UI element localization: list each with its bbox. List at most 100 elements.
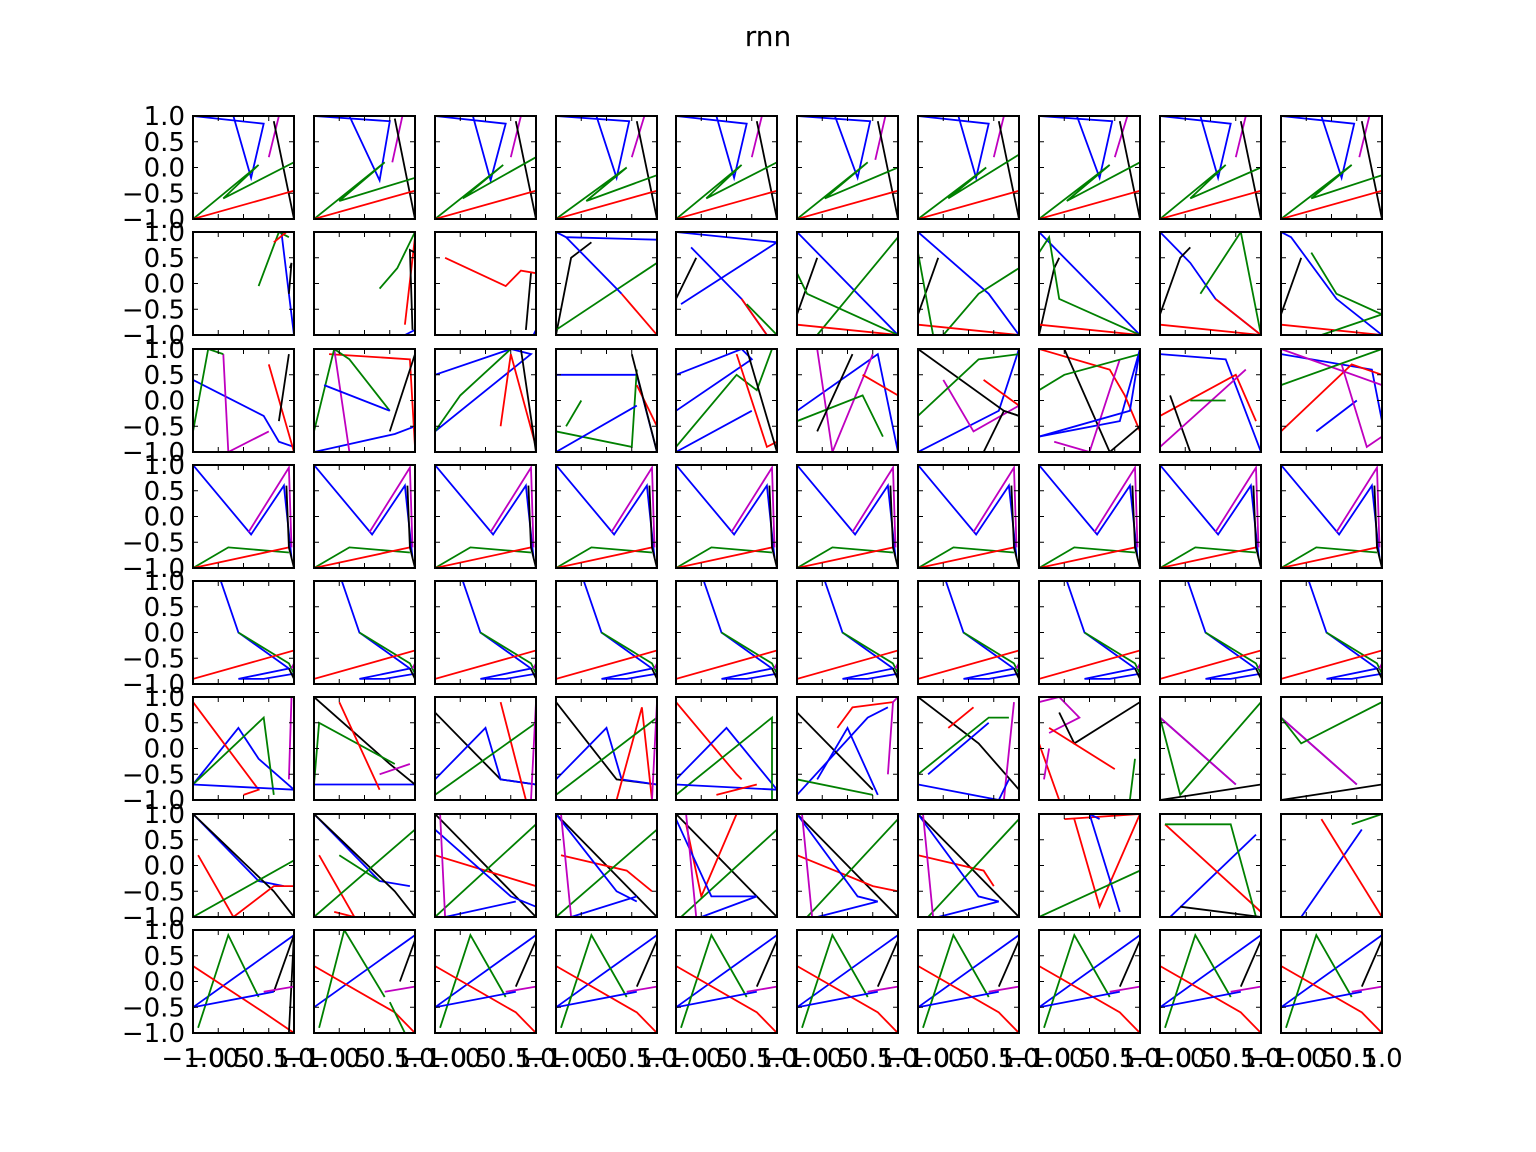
- series-line: [329, 353, 415, 447]
- series-line: [620, 293, 657, 335]
- series-line: [556, 465, 656, 558]
- x-tick-label: 0.5: [1336, 1044, 1377, 1074]
- subplot-r1-c9: [1159, 115, 1262, 220]
- series-line: [1160, 701, 1261, 797]
- x-tick-label: −0.5: [187, 1044, 250, 1074]
- subplot-frame: [313, 580, 416, 685]
- series-line: [1351, 814, 1382, 826]
- series-line: [556, 189, 657, 219]
- series-line: [314, 934, 415, 1009]
- series-line: [556, 116, 631, 182]
- y-tick-label: 0.5: [144, 361, 185, 391]
- series-line: [676, 715, 773, 800]
- series-line: [1064, 814, 1140, 910]
- subplot-frame: [1159, 580, 1262, 685]
- x-tick-label: 0.5: [248, 1044, 289, 1074]
- series-line: [489, 465, 535, 548]
- series-line: [1281, 546, 1378, 568]
- subplot-frame: [917, 580, 1020, 685]
- x-tick-label: 0.0: [1190, 1044, 1231, 1074]
- series-line: [1039, 758, 1136, 800]
- series-line: [816, 353, 854, 432]
- series-line: [1039, 349, 1140, 438]
- subplot-frame: [1280, 580, 1383, 685]
- series-line: [676, 934, 777, 1009]
- subplot-frame: [917, 929, 1020, 1034]
- series-line: [193, 379, 294, 448]
- series-line: [801, 932, 869, 1029]
- series-line: [797, 546, 894, 568]
- x-tick-label: −1.0: [403, 1044, 466, 1074]
- y-tick-label: 1.0: [144, 335, 185, 365]
- subplot-frame: [555, 348, 658, 453]
- subplot-r6-c4: [555, 696, 658, 801]
- series-line: [1118, 121, 1140, 219]
- series-line: [918, 814, 1000, 903]
- series-line: [1118, 939, 1140, 987]
- series-line: [219, 581, 294, 680]
- series-line: [368, 465, 414, 548]
- series-line: [323, 384, 391, 412]
- series-line: [314, 814, 415, 917]
- subplot-frame: [917, 231, 1020, 336]
- subplot-frame: [796, 813, 899, 918]
- series-line: [889, 485, 898, 568]
- subplot-frame: [1159, 696, 1262, 801]
- series-line: [1093, 465, 1139, 548]
- subplot-frame: [675, 115, 778, 220]
- series-line: [193, 965, 294, 1033]
- subplot-frame: [192, 348, 295, 453]
- subplot-frame: [313, 813, 416, 918]
- series-line: [972, 465, 1018, 548]
- subplot-r7-c7: [917, 813, 1020, 918]
- subplot-r8-c1: 1.00.50.0−0.5−1.0−1.0−0.50.00.51.0: [122, 916, 315, 1074]
- series-line: [257, 232, 290, 287]
- series-line: [318, 930, 386, 1029]
- series-line: [499, 701, 527, 800]
- subplot-r1-c8: [1038, 115, 1141, 220]
- series-line: [1307, 581, 1382, 680]
- subplot-r7-c10: [1280, 813, 1383, 918]
- series-line: [918, 697, 1019, 791]
- subplot-r2-c4: [555, 231, 658, 336]
- series-line: [314, 349, 391, 432]
- subplot-r2-c8: [1038, 231, 1141, 336]
- subplot-frame: [796, 696, 899, 801]
- series-line: [435, 828, 536, 908]
- series-line: [716, 783, 758, 796]
- subplot-frame: [796, 348, 899, 453]
- subplot-r3-c7: [917, 348, 1020, 453]
- series-line: [1281, 323, 1382, 335]
- subplot-r5-c5: [675, 580, 778, 685]
- subplot-frame: [796, 929, 899, 1034]
- series-line: [193, 814, 294, 917]
- subplot-r8-c2: −1.0−0.50.00.51.0: [282, 929, 436, 1074]
- series-line: [746, 985, 777, 993]
- subplot-r8-c6: −1.0−0.50.00.51.0: [765, 929, 919, 1074]
- series-line: [702, 581, 777, 680]
- series-line: [982, 409, 1019, 452]
- series-line: [942, 267, 1019, 335]
- series-line: [1252, 485, 1261, 568]
- subplot-frame: [192, 464, 295, 569]
- series-line: [797, 990, 878, 1009]
- series-line: [676, 990, 757, 1009]
- series-line: [918, 323, 1019, 335]
- series-line: [435, 965, 536, 1033]
- series-line: [806, 818, 898, 917]
- series-line: [556, 241, 592, 335]
- x-tick-label: 0.5: [611, 1044, 652, 1074]
- y-tick-label: −1.0: [122, 1019, 185, 1049]
- series-line: [1039, 349, 1140, 438]
- series-line: [378, 232, 415, 290]
- x-tick-label: −0.5: [791, 1044, 854, 1074]
- subplot-r8-c4: −1.0−0.50.00.51.0: [524, 929, 678, 1074]
- subplot-frame: [1280, 231, 1383, 336]
- x-tick-label: 1.0: [998, 1044, 1039, 1074]
- subplot-frame: [917, 348, 1020, 453]
- series-line: [918, 252, 934, 335]
- series-line: [338, 701, 381, 791]
- series-line: [983, 379, 1019, 407]
- subplot-frame: [1280, 464, 1383, 569]
- series-line: [1160, 546, 1257, 568]
